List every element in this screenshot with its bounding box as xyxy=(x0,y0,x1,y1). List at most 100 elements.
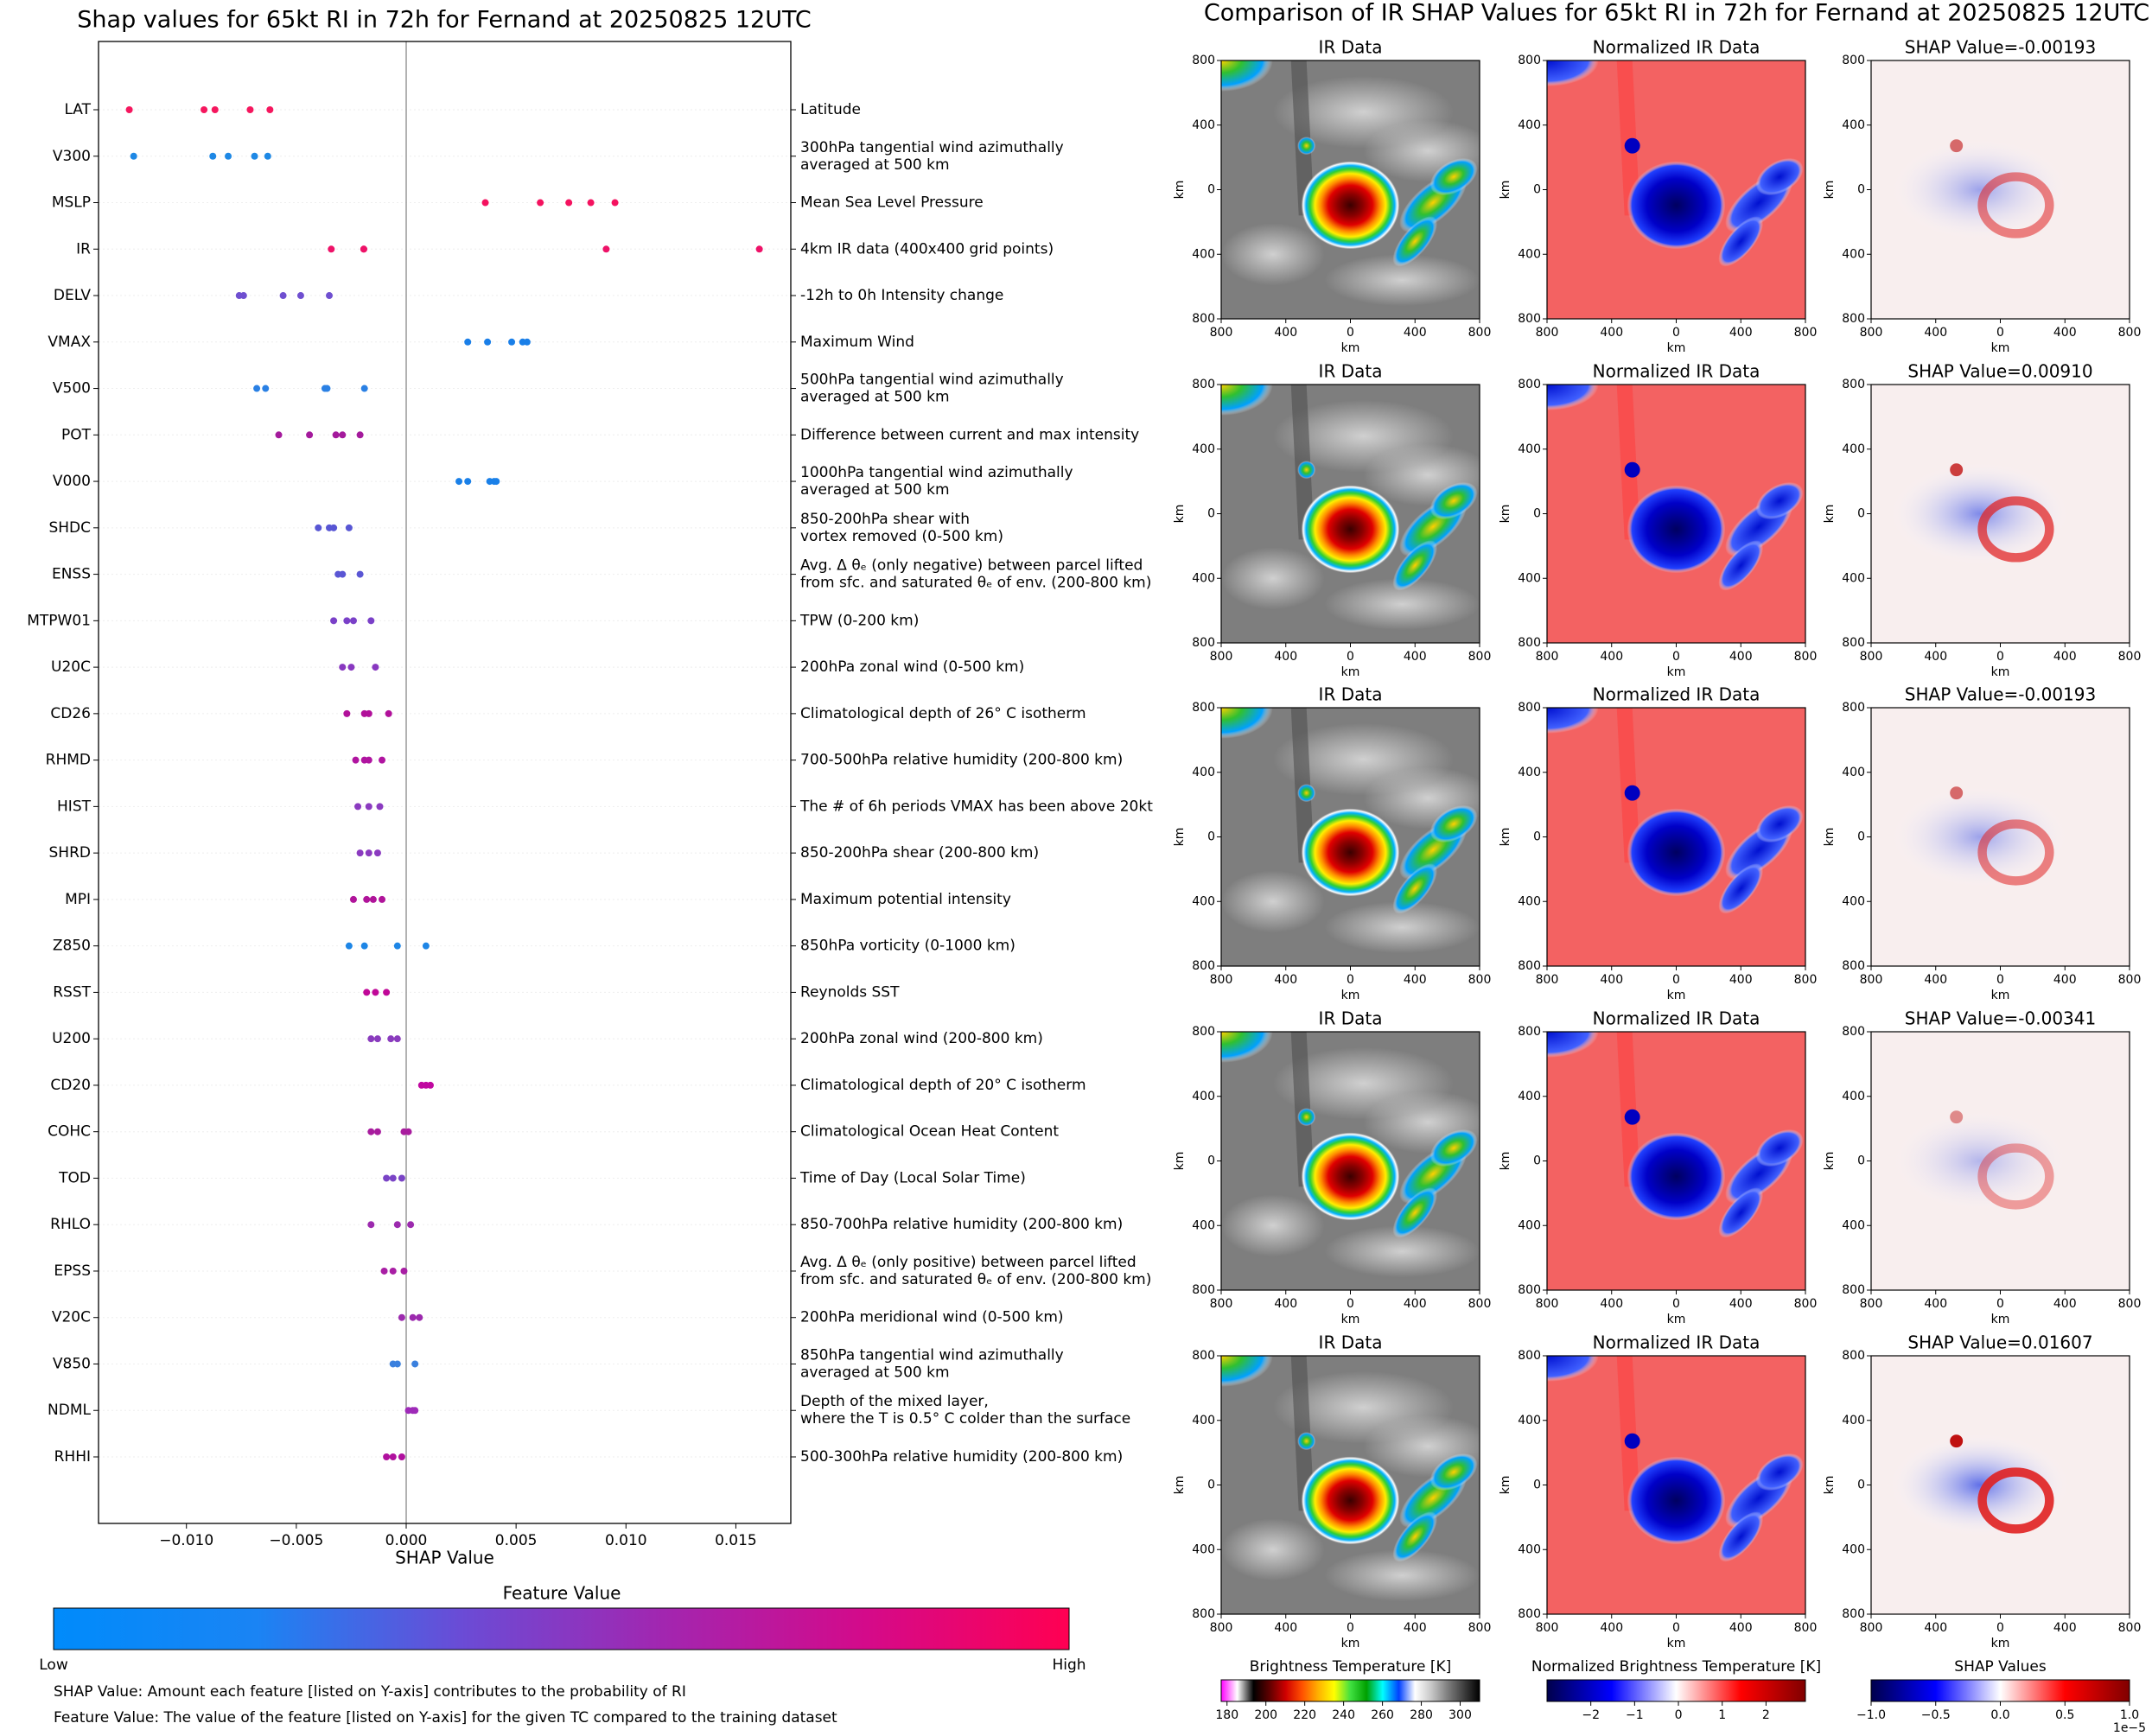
y-tick-label: 400 xyxy=(1518,1090,1541,1103)
x-tick-label: 800 xyxy=(2118,1621,2142,1635)
y-tick-label: 400 xyxy=(1518,442,1541,456)
shap-point xyxy=(339,570,347,578)
feature-description: -12h to 0h Intensity change xyxy=(800,287,1003,304)
shap-point xyxy=(296,292,304,300)
x-tick-label: 400 xyxy=(1404,973,1427,987)
storm-core xyxy=(1627,1456,1726,1545)
feature-description: Depth of the mixed layer, xyxy=(800,1393,989,1410)
panel-title: SHAP Value=0.01607 xyxy=(1907,1332,2092,1353)
dry-slot xyxy=(1616,1032,1640,1187)
dry-slot xyxy=(1616,708,1640,863)
shap-point xyxy=(332,431,340,439)
x-tick-label: 400 xyxy=(1729,650,1753,664)
colorbar-tick-label: 2 xyxy=(1762,1708,1770,1722)
storm-core xyxy=(1301,808,1400,897)
shap-point xyxy=(404,1128,412,1135)
x-axis-label: km xyxy=(1991,1313,2010,1326)
x-tick-label: 800 xyxy=(1860,650,1883,664)
y-axis-label: km xyxy=(1823,1476,1837,1495)
y-tick-label: 800 xyxy=(1842,1025,1865,1039)
shap-point xyxy=(365,709,372,717)
left-title: Shap values for 65kt RI in 72h for Ferna… xyxy=(77,7,811,34)
x-tick-label: 400 xyxy=(1729,1621,1753,1635)
shap-point xyxy=(611,199,619,207)
y-tick-label: 400 xyxy=(1518,1218,1541,1232)
y-tick-label: 400 xyxy=(1842,118,1865,132)
feature-description: averaged at 500 km xyxy=(800,481,950,499)
shap-point xyxy=(367,1035,375,1043)
colorbar-offset: 1e−5 xyxy=(2113,1721,2146,1735)
x-tick-label: 400 xyxy=(1924,1621,1947,1635)
y-tick-label: 0 xyxy=(1207,507,1215,521)
cloud xyxy=(1324,1225,1480,1278)
x-tick-label: 400 xyxy=(1924,326,1947,340)
shap-point xyxy=(367,1221,375,1229)
feature-description: Reynolds SST xyxy=(800,983,900,1001)
panel-title: SHAP Value=-0.00193 xyxy=(1905,684,2096,705)
corner-cloud xyxy=(1547,385,1599,410)
feature-description: from sfc. and saturated θₑ of env. (200-… xyxy=(800,1271,1151,1288)
neg-region xyxy=(1888,1109,2071,1213)
rain-band xyxy=(1429,157,1478,196)
storm-core xyxy=(1627,161,1726,250)
feature-description: Time of Day (Local Solar Time) xyxy=(799,1169,1026,1186)
y-tick-label: 400 xyxy=(1518,1542,1541,1556)
x-tick-label: 0 xyxy=(1672,326,1680,340)
shap-point xyxy=(330,524,338,531)
y-tick-label: 800 xyxy=(1192,1607,1215,1621)
note: Feature Value: The value of the feature … xyxy=(54,1709,837,1726)
y-tick-label: 400 xyxy=(1192,1090,1215,1103)
x-tick-label: 400 xyxy=(1924,650,1947,664)
shap-point xyxy=(393,1360,401,1368)
panel-title: IR Data xyxy=(1319,37,1383,58)
shap-point xyxy=(201,106,208,113)
y-tick-label: 800 xyxy=(1842,54,1865,67)
panel-image xyxy=(1221,1032,1480,1290)
feature-description: Maximum Wind xyxy=(800,334,914,351)
pos-ring xyxy=(1977,172,2054,238)
feature-description: where the T is 0.5° C colder than the su… xyxy=(800,1410,1130,1428)
cloud xyxy=(1221,1518,1325,1581)
x-axis-label: km xyxy=(1991,665,2010,679)
x-tick-label: 400 xyxy=(1924,973,1947,987)
shap-point xyxy=(262,385,270,392)
neg-region xyxy=(1888,785,2071,889)
y-tick-label: 800 xyxy=(1842,1607,1865,1621)
x-tick-label: 400 xyxy=(1274,326,1297,340)
panel-title: IR Data xyxy=(1319,1008,1383,1029)
y-axis-label: km xyxy=(1173,505,1187,524)
y-tick-label: 400 xyxy=(1518,1414,1541,1428)
colorbar-tick-label: −1 xyxy=(1626,1708,1644,1722)
y-tick-label: 400 xyxy=(1842,442,1865,456)
colorbar-tick-label: 260 xyxy=(1371,1708,1394,1722)
x-tick-label: 0.015 xyxy=(715,1532,757,1549)
dry-slot xyxy=(1616,1356,1640,1511)
corner-cloud xyxy=(1221,708,1273,739)
colorbar-tick-label: 0.5 xyxy=(2055,1708,2074,1722)
y-tick-label: 400 xyxy=(1518,894,1541,908)
small-cell xyxy=(1624,461,1640,478)
x-tick-label: 400 xyxy=(1729,1297,1753,1311)
x-tick-label: 800 xyxy=(1468,973,1492,987)
y-tick-label: 800 xyxy=(1518,959,1541,973)
feature-description: averaged at 500 km xyxy=(800,1364,950,1381)
y-tick-label: 400 xyxy=(1518,571,1541,585)
y-tick-label: COHC xyxy=(48,1123,91,1141)
y-tick-label: 400 xyxy=(1518,118,1541,132)
y-tick-label: 800 xyxy=(1192,312,1215,326)
rain-band xyxy=(1755,804,1804,843)
shap-point xyxy=(367,617,375,625)
shap-point xyxy=(266,106,274,113)
x-tick-label: 0 xyxy=(1347,973,1354,987)
storm-core xyxy=(1627,485,1726,574)
x-tick-label: 0 xyxy=(1996,1297,2004,1311)
x-axis-label: km xyxy=(1341,665,1360,679)
shap-point xyxy=(383,1174,391,1182)
y-tick-label: 400 xyxy=(1192,1542,1215,1556)
x-tick-label: 800 xyxy=(1468,650,1492,664)
pos-ring xyxy=(1977,496,2054,563)
shap-point xyxy=(209,152,217,160)
storm-core xyxy=(1301,485,1400,574)
feature-description: Avg. Δ θₑ (only positive) between parcel… xyxy=(800,1254,1136,1271)
y-tick-label: 400 xyxy=(1192,1218,1215,1232)
